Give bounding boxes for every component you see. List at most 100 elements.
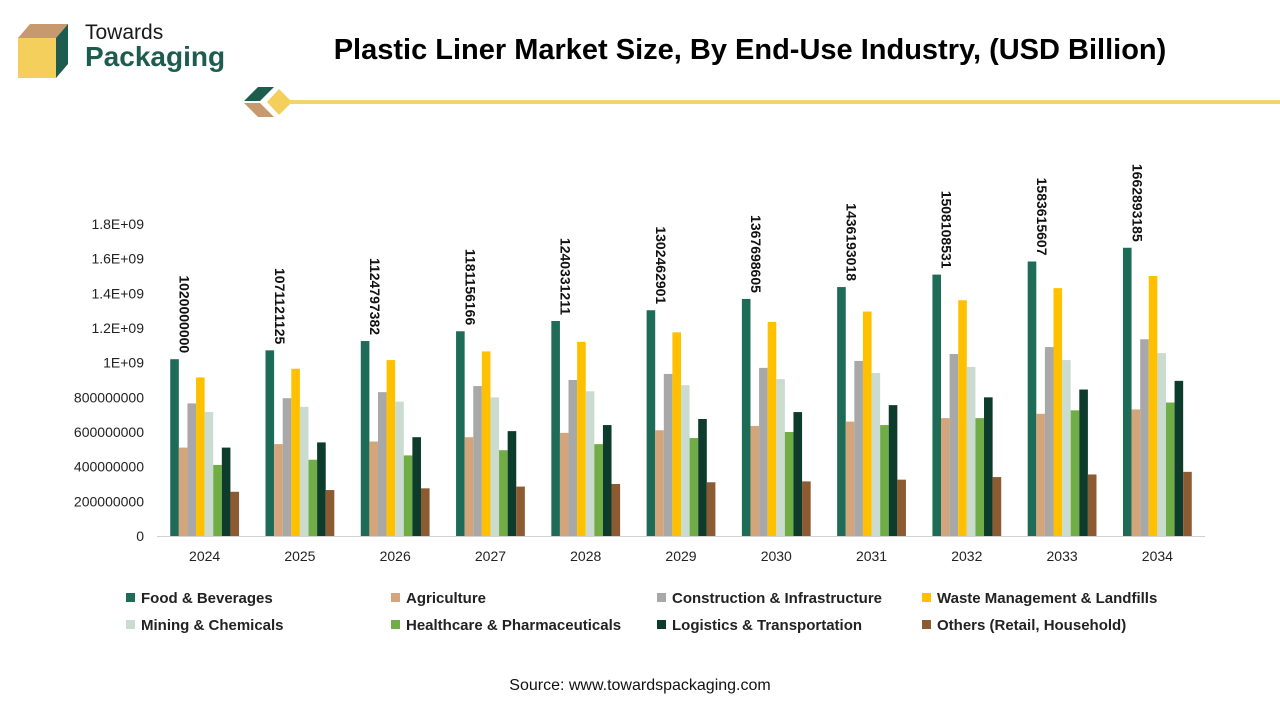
bar [1165, 402, 1175, 536]
legend-swatch [657, 593, 666, 602]
bar [473, 386, 482, 536]
source-note: Source: www.towardspackaging.com [509, 677, 771, 694]
bar [1036, 413, 1045, 536]
bar [420, 488, 430, 536]
bar [837, 287, 846, 536]
legend-swatch [126, 620, 135, 629]
bar [170, 359, 179, 536]
bar [386, 360, 396, 536]
bar [958, 300, 967, 536]
legend-item: Waste Management & Landfills [922, 590, 1157, 607]
legend-label: Others (Retail, Household) [937, 617, 1127, 634]
bar [490, 397, 500, 536]
data-label: 1436193018 [843, 203, 859, 281]
legend-swatch [391, 593, 400, 602]
legend-item: Healthcare & Pharmaceuticals [391, 617, 621, 634]
bar [230, 491, 240, 536]
bar [499, 450, 508, 536]
legend-label: Mining & Chemicals [141, 617, 284, 634]
y-tick-label: 200000000 [74, 493, 144, 509]
y-tick-label: 1.6E+09 [91, 251, 144, 267]
x-tick-label: 2025 [284, 548, 315, 564]
bar [481, 351, 491, 536]
bar [1183, 471, 1192, 536]
bar [585, 391, 595, 536]
bar [369, 441, 378, 536]
bar [880, 425, 889, 536]
bar [299, 406, 309, 536]
bar [984, 397, 993, 536]
bar [941, 418, 950, 536]
x-tick-label: 2027 [475, 548, 506, 564]
bar [966, 367, 976, 536]
bar [706, 482, 716, 536]
bar [1062, 360, 1071, 536]
bar [681, 385, 690, 536]
bar [377, 392, 387, 536]
bar [1070, 410, 1080, 536]
bar [741, 298, 751, 536]
bar [1027, 261, 1037, 536]
y-tick-label: 600000000 [74, 424, 144, 440]
bar [854, 360, 863, 536]
data-labels: 1020000000 1071121125 1124797382 1181156166… [177, 164, 1146, 354]
bar [577, 341, 586, 536]
bar [594, 444, 603, 536]
bar [325, 490, 335, 536]
bar [187, 403, 197, 536]
y-tick-label: 1.4E+09 [91, 285, 144, 301]
bar [784, 432, 794, 536]
bar [395, 401, 404, 536]
bar [949, 354, 959, 536]
bars [170, 247, 1192, 536]
bar [793, 412, 803, 536]
bar [568, 380, 578, 536]
bar [1157, 353, 1166, 536]
legend-swatch [391, 620, 400, 629]
bar [1079, 389, 1088, 536]
bar [308, 459, 318, 536]
legend-label: Healthcare & Pharmaceuticals [406, 617, 622, 634]
bar [611, 484, 621, 536]
data-label: 1124797382 [367, 258, 383, 335]
bar [975, 418, 985, 536]
y-tick-label: 1.2E+09 [91, 320, 144, 336]
brand-name-line1: Towards [85, 21, 164, 44]
bar [1174, 380, 1184, 536]
data-label: 1302462901 [653, 226, 669, 304]
brand-logo [18, 20, 248, 82]
bar [516, 486, 525, 536]
bar [1131, 409, 1141, 536]
bar [862, 311, 872, 536]
bar [456, 331, 465, 536]
bar [655, 430, 664, 536]
bar [360, 341, 370, 536]
bar [464, 437, 474, 536]
bar [646, 310, 656, 536]
data-label: 1071121125 [272, 268, 288, 345]
data-label: 1583615607 [1034, 178, 1050, 256]
bar [767, 321, 777, 536]
y-tick-label: 1.8E+09 [91, 216, 144, 232]
bar [759, 367, 768, 536]
y-tick-label: 400000000 [74, 459, 144, 475]
legend-swatch [126, 593, 135, 602]
bar [274, 444, 283, 536]
bar [602, 425, 612, 536]
legend-item: Others (Retail, Household) [922, 617, 1126, 634]
bar [845, 421, 855, 536]
brand-name-line2: Packaging [85, 41, 226, 72]
legend-label: Construction & Infrastructure [672, 590, 883, 607]
bar [282, 398, 292, 536]
x-tick-label: 2033 [1047, 548, 1078, 564]
bar [776, 379, 785, 536]
legend-item: Logistics & Transportation [657, 617, 862, 634]
bar [507, 431, 517, 536]
bar [403, 455, 413, 536]
data-label: 1240331211 [558, 238, 574, 315]
bar [750, 425, 760, 536]
bar [672, 332, 681, 536]
title-divider [244, 87, 1280, 117]
legend-item: Mining & Chemicals [126, 617, 284, 634]
